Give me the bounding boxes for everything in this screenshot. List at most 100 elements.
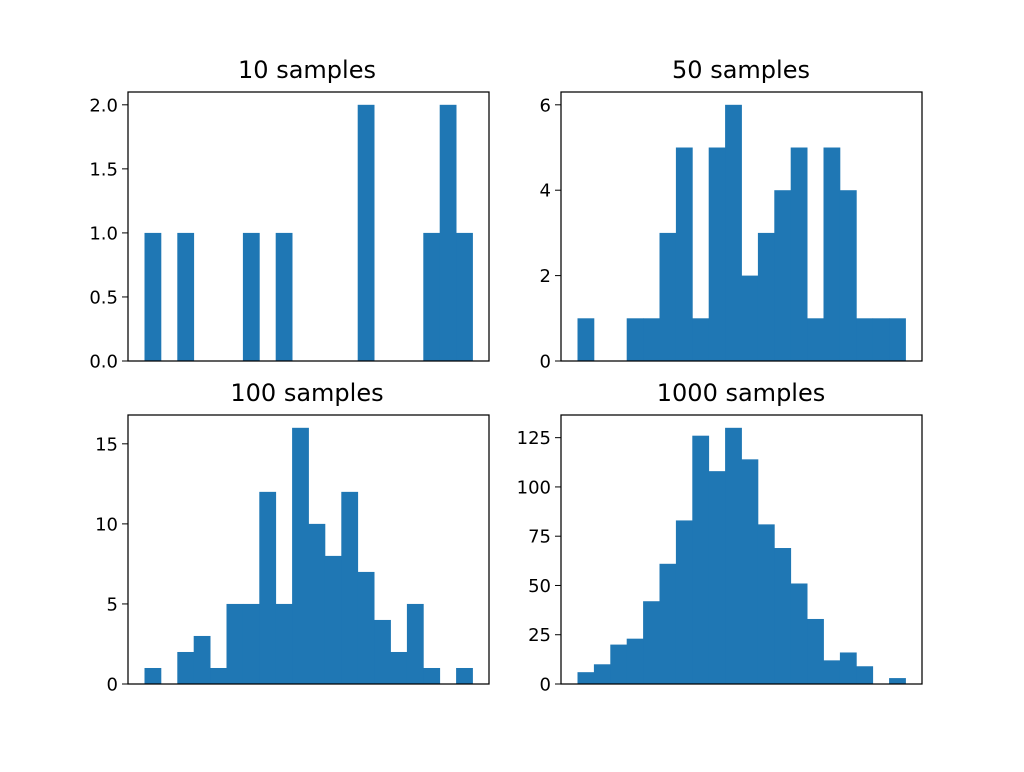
- histogram-bar: [357, 571, 375, 684]
- histogram-bar: [374, 619, 391, 684]
- histogram-bar: [341, 491, 359, 684]
- histogram-bars: [577, 104, 906, 361]
- histogram-bar: [275, 232, 293, 361]
- histogram-bar: [210, 667, 227, 684]
- histogram-bar: [242, 603, 260, 684]
- histogram-bar: [456, 667, 473, 684]
- y-tick-label: 0: [540, 675, 551, 696]
- y-tick-label: 6: [540, 95, 551, 116]
- histogram-bar: [423, 232, 441, 361]
- histogram-bar: [577, 672, 595, 684]
- histogram-bar: [177, 651, 195, 684]
- y-tick-label: 1.5: [89, 159, 118, 180]
- y-tick-label: 0: [540, 352, 551, 373]
- histogram-bar: [292, 427, 309, 684]
- histogram-bar: [308, 523, 326, 684]
- axes-frame: [560, 414, 923, 685]
- histogram-bar: [725, 427, 742, 684]
- histogram-bars: [577, 427, 906, 684]
- panel-100-samples: 100 samples 0 5 10 15: [95, 379, 490, 696]
- histogram-bar: [659, 232, 677, 361]
- histogram-bar: [357, 104, 375, 361]
- histogram-bar: [144, 232, 162, 361]
- histogram-bar: [406, 603, 424, 684]
- histogram-bars: [144, 104, 473, 361]
- histogram-bar: [872, 318, 890, 361]
- y-tick-label: 1.0: [89, 223, 118, 244]
- histogram-bar: [144, 667, 162, 684]
- histogram-bar: [708, 471, 726, 684]
- histogram-bar: [242, 232, 260, 361]
- y-tick-label: 25: [528, 625, 551, 646]
- panel-title: 100 samples: [230, 379, 383, 407]
- histogram-bar: [807, 318, 824, 361]
- histogram-bar: [423, 667, 441, 684]
- y-axis-ticks: 0.0 0.5 1.0 1.5 2.0: [89, 95, 128, 373]
- histogram-bar: [708, 147, 726, 361]
- histogram-bar: [823, 147, 841, 361]
- histogram-bar: [626, 318, 644, 361]
- panel-title: 10 samples: [238, 56, 376, 84]
- y-tick-label: 0.0: [89, 352, 118, 373]
- axes-frame: [127, 91, 490, 362]
- histogram-bar: [577, 318, 595, 361]
- axes-frame: [560, 91, 923, 362]
- y-axis-ticks: 0 5 10 15: [95, 434, 128, 696]
- histogram-bar: [692, 435, 710, 684]
- y-axis-ticks: 0 2 4 6: [540, 95, 561, 373]
- panel-title: 50 samples: [672, 56, 810, 84]
- histogram-bar: [275, 603, 293, 684]
- histogram-bar: [807, 618, 824, 684]
- histogram-bar: [757, 524, 775, 684]
- panel-50-samples: 50 samples 0 2 4 6: [540, 56, 923, 373]
- histogram-bar: [839, 652, 857, 684]
- histogram-bar: [593, 664, 611, 684]
- y-tick-label: 10: [95, 514, 118, 535]
- histogram-bar: [626, 638, 644, 684]
- histogram-bar: [741, 275, 759, 361]
- y-tick-label: 2.0: [89, 95, 118, 116]
- histogram-bar: [889, 318, 906, 361]
- y-tick-label: 75: [528, 527, 551, 548]
- histogram-bar: [692, 318, 710, 361]
- y-tick-label: 4: [540, 181, 551, 202]
- histogram-bar: [774, 548, 792, 684]
- histogram-bar: [823, 660, 841, 684]
- histogram-bar: [725, 104, 742, 361]
- histogram-bar: [226, 603, 244, 684]
- y-tick-label: 0: [107, 675, 118, 696]
- histogram-bar: [675, 520, 693, 684]
- histogram-bar: [856, 666, 874, 684]
- panel-title: 1000 samples: [657, 379, 825, 407]
- y-tick-label: 50: [528, 576, 551, 597]
- histogram-bar: [757, 232, 775, 361]
- histogram-bar: [643, 601, 660, 684]
- histogram-bar: [741, 459, 759, 684]
- histogram-bar: [889, 678, 906, 684]
- y-tick-label: 125: [517, 428, 551, 449]
- y-tick-label: 5: [107, 594, 118, 615]
- histogram-bar: [790, 583, 808, 684]
- y-tick-label: 0.5: [89, 287, 118, 308]
- histogram-bar: [790, 147, 808, 361]
- histogram-bar: [839, 190, 857, 361]
- panel-10-samples: 10 samples 0.0 0.5 1.0 1.5 2.0: [89, 56, 490, 373]
- histogram-bar: [324, 555, 342, 684]
- y-axis-ticks: 0 25 50 75 100 125: [517, 428, 561, 696]
- histogram-bar: [439, 104, 457, 361]
- histogram-bar: [610, 644, 628, 684]
- y-tick-label: 15: [95, 434, 118, 455]
- histogram-bars: [144, 427, 473, 684]
- histogram-bar: [259, 491, 277, 684]
- histogram-bar: [193, 635, 211, 684]
- histogram-bar: [390, 651, 408, 684]
- histogram-bar: [856, 318, 874, 361]
- histogram-bar: [643, 318, 660, 361]
- y-tick-label: 2: [540, 266, 551, 287]
- histogram-bar: [659, 563, 677, 684]
- histogram-bar: [774, 190, 792, 361]
- histogram-bar: [177, 232, 195, 361]
